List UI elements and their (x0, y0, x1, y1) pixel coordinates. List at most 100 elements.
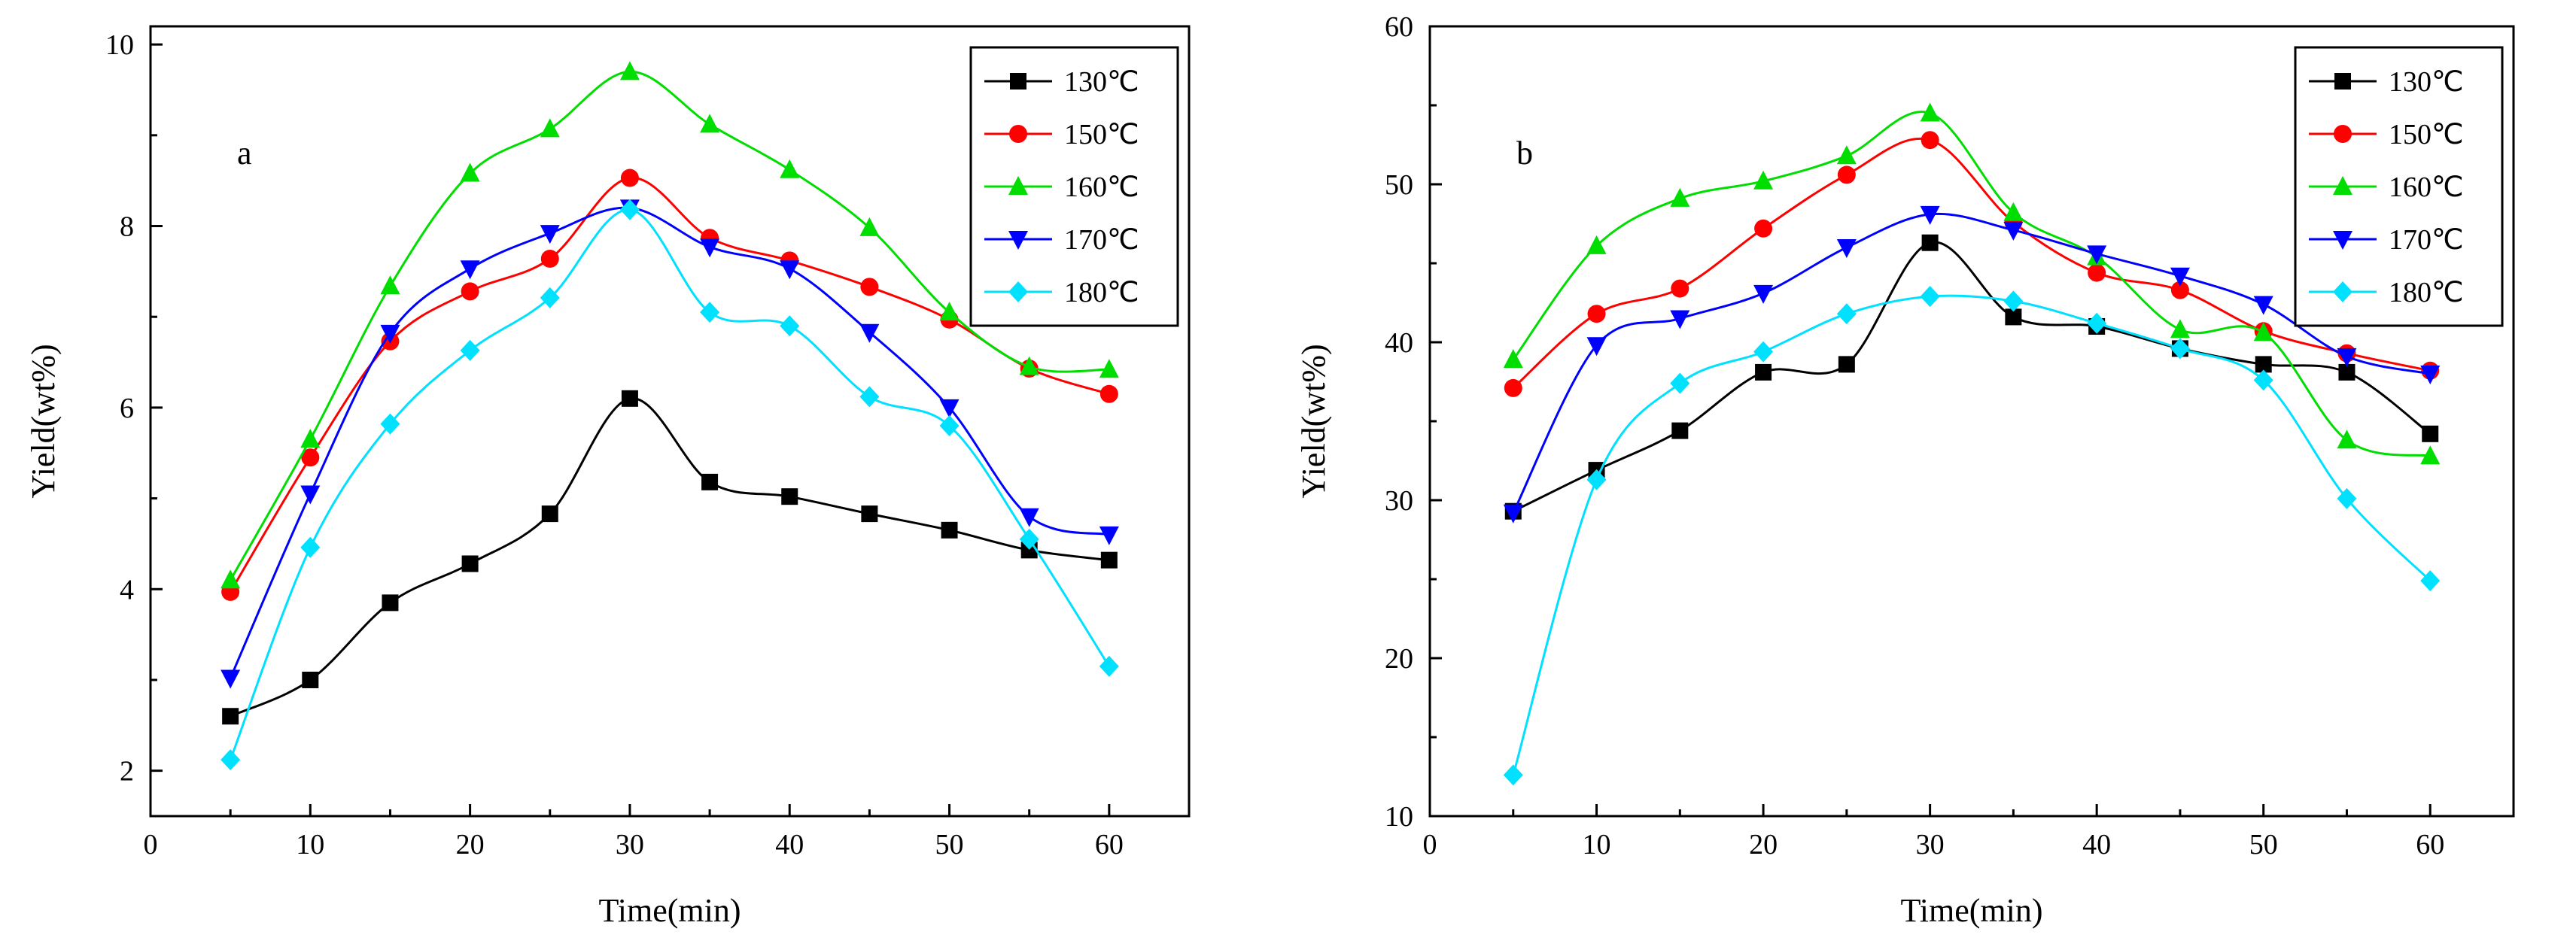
x-tick-label: 10 (1583, 829, 1611, 860)
data-point (2422, 425, 2439, 442)
x-tick-label: 20 (1749, 829, 1778, 860)
data-point (382, 594, 399, 612)
data-point (2337, 348, 2357, 367)
data-point (1099, 526, 1119, 545)
data-point (700, 114, 720, 133)
data-point (1753, 341, 1774, 363)
series-line (1513, 241, 2432, 513)
data-point (460, 339, 480, 361)
data-point (1836, 239, 1857, 258)
data-point (1019, 508, 1039, 527)
data-point (620, 168, 639, 187)
data-point (220, 669, 241, 689)
data-point (1099, 655, 1119, 677)
data-point (2337, 429, 2357, 449)
y-tick-label: 8 (120, 211, 134, 243)
legend-label: 130℃ (1064, 66, 1139, 98)
series-0 (222, 390, 1118, 725)
legend-label: 130℃ (2389, 66, 2464, 98)
data-point (2338, 363, 2356, 381)
legend-label: 160℃ (1064, 171, 1139, 203)
data-point (380, 275, 400, 295)
x-tick-label: 30 (616, 829, 644, 860)
chart-panel-a: 0 10 20 30 40 50 60 2 4 6 8 10 Time(min) Yield(wt%) a 1… (25, 25, 1191, 929)
data-point (619, 199, 640, 220)
legend-marker (1010, 73, 1026, 90)
data-point (2170, 319, 2190, 338)
data-point (1019, 356, 1039, 375)
data-point (300, 536, 321, 558)
data-point (860, 278, 879, 296)
data-point (1099, 384, 1118, 403)
data-point (781, 488, 798, 505)
series-3 (1503, 205, 2441, 524)
legend-label: 170℃ (2389, 224, 2464, 256)
data-point (2420, 366, 2441, 384)
data-point (461, 555, 479, 572)
legend-marker (2333, 176, 2352, 195)
data-point (540, 118, 560, 138)
data-point (619, 61, 640, 80)
legend-label: 180℃ (1064, 277, 1139, 308)
data-point (302, 671, 319, 688)
legend-label: 150℃ (1064, 119, 1139, 150)
legend: 130℃ 150℃ 160℃ 170℃ 180℃ (969, 46, 1179, 327)
data-point (1586, 469, 1607, 490)
data-point (460, 260, 480, 280)
data-point (1503, 764, 1523, 786)
legend-marker (1009, 125, 1027, 143)
y-tick-label: 4 (120, 574, 134, 606)
data-point (1921, 234, 1939, 251)
legend-label: 180℃ (2389, 277, 2464, 308)
data-point (2420, 445, 2441, 465)
data-point (861, 505, 878, 523)
data-point (939, 399, 960, 418)
data-point (780, 159, 800, 178)
data-point (1836, 145, 1857, 165)
y-axis-title: Yield(wt%) (25, 344, 62, 498)
panel-label: b (1516, 135, 1533, 171)
data-point (2003, 221, 2024, 241)
series-3 (220, 199, 1119, 689)
data-point (220, 569, 241, 589)
x-tick-label: 50 (935, 829, 964, 860)
data-point (2253, 322, 2273, 341)
data-point (1836, 303, 1857, 325)
data-point (1920, 286, 1940, 308)
y-tick-label: 50 (1385, 169, 1413, 201)
data-point (621, 390, 638, 407)
chart-panel-b: 0 10 20 30 40 50 60 10 20 30 40 50 60 Time(min) Yield(… (1295, 11, 2515, 929)
data-point (780, 260, 800, 280)
panel-label: a (237, 135, 252, 171)
y-tick-label: 40 (1385, 327, 1413, 359)
data-point (2170, 338, 2190, 360)
data-point (541, 505, 558, 523)
legend-label: 160℃ (2389, 171, 2464, 203)
data-point (1755, 363, 1772, 381)
data-point (300, 485, 321, 505)
data-point (1753, 284, 1774, 304)
data-point (859, 323, 880, 343)
data-point (1753, 170, 1774, 190)
data-point (301, 448, 320, 467)
data-point (2170, 267, 2190, 287)
data-point (1838, 356, 1855, 373)
data-point (859, 217, 880, 236)
data-point (701, 473, 719, 490)
data-point (222, 708, 239, 725)
data-point (1671, 279, 1689, 298)
legend-marker (2333, 281, 2352, 302)
data-point (859, 386, 880, 408)
legend-label: 170℃ (1064, 224, 1139, 256)
data-point (2088, 263, 2106, 282)
data-point (1503, 504, 1523, 524)
data-point (941, 521, 958, 539)
data-point (2003, 290, 2024, 312)
data-point (1670, 372, 1690, 394)
legend-label: 150℃ (2389, 119, 2464, 150)
data-point (300, 429, 321, 448)
data-point (2337, 487, 2357, 509)
data-point (1670, 187, 1690, 207)
y-tick-label: 30 (1385, 485, 1413, 517)
data-point (220, 749, 241, 771)
